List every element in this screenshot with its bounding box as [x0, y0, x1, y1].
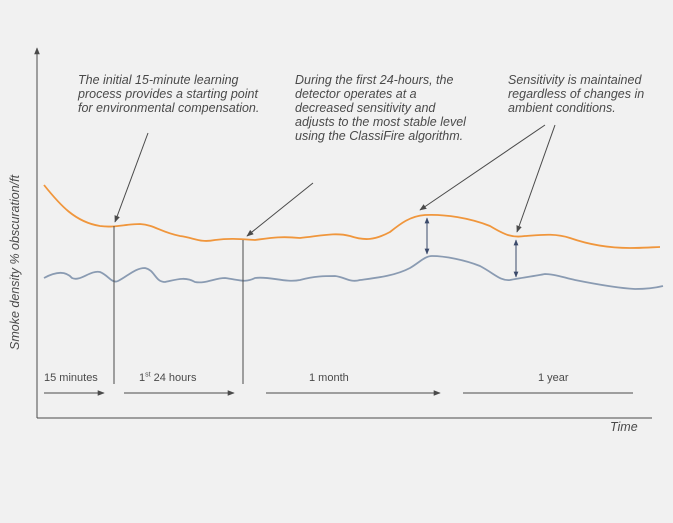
- leader-maintained-2: [516, 124, 556, 233]
- period-24h-number: 1: [139, 372, 146, 384]
- period-label-month: 1 month: [309, 372, 349, 384]
- x-axis-label: Time: [610, 420, 638, 434]
- y-axis-label: Smoke density % obscuration/ft: [8, 174, 22, 350]
- annotation-learning: The initial 15-minute learning process p…: [78, 73, 260, 115]
- leader-first-day: [246, 182, 314, 237]
- period-24h-ordinal: st: [145, 371, 151, 379]
- period-label-24h: 1st 24 hours: [139, 371, 197, 384]
- annotation-first-day: During the first 24-hours, the detector …: [295, 73, 466, 143]
- period-24h-text: 24 hours: [150, 372, 197, 384]
- leader-learning: [114, 132, 149, 223]
- period-label-year: 1 year: [538, 372, 569, 384]
- period-label-15min: 15 minutes: [44, 372, 98, 384]
- leader-maintained-1: [419, 124, 546, 211]
- ambient-curve: [43, 255, 664, 290]
- sensitivity-curve: [43, 184, 661, 249]
- annotation-maintained: Sensitivity is maintained regardless of …: [508, 73, 645, 115]
